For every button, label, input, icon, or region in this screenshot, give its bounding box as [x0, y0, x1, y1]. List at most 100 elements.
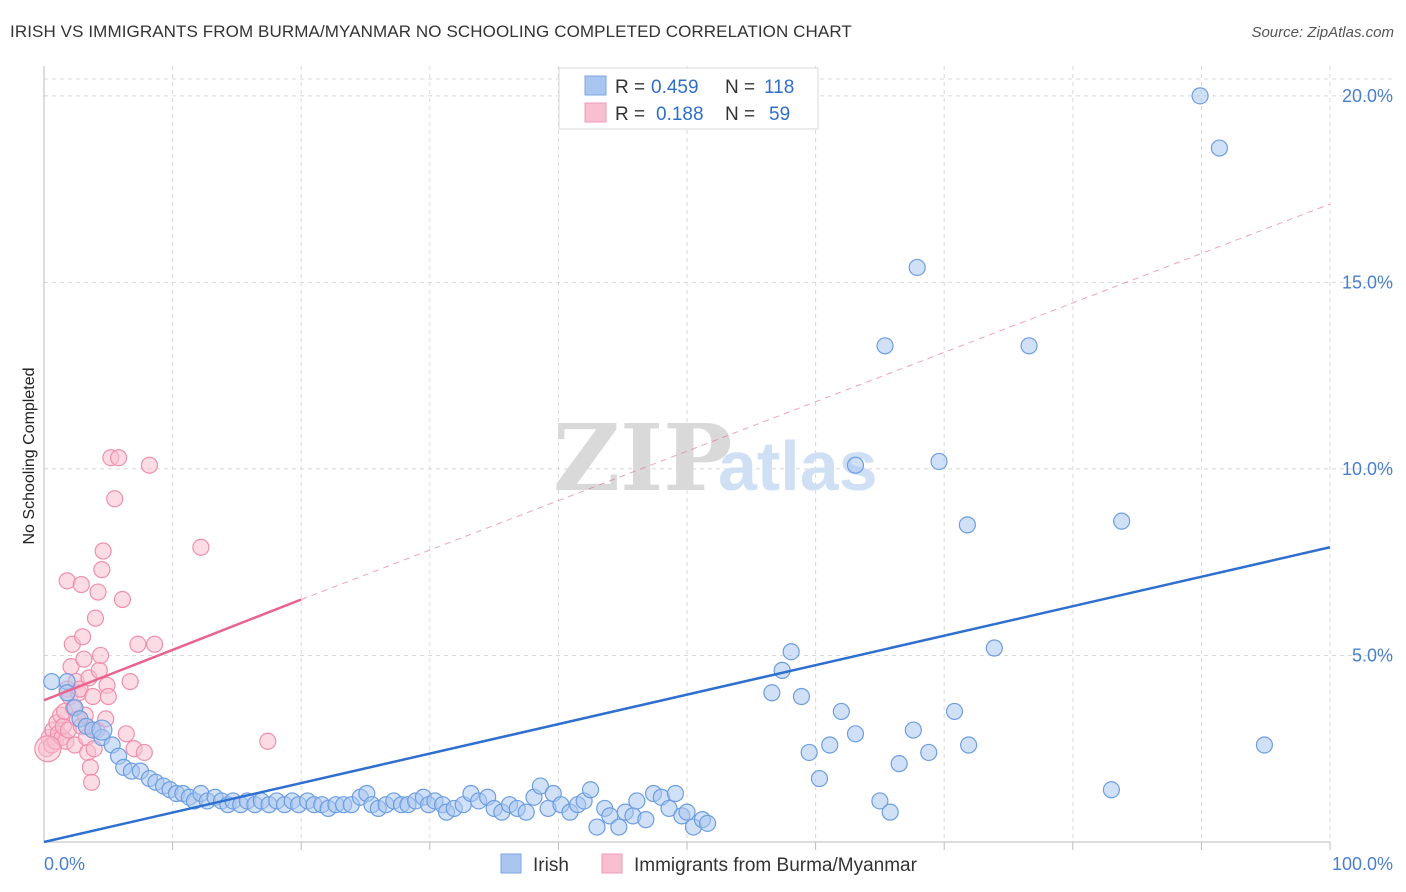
burma-point — [34, 735, 62, 763]
burma-point — [117, 725, 135, 743]
legend-n-value-irish: 118 — [764, 77, 794, 98]
irish-point — [821, 736, 839, 754]
irish-point — [876, 337, 894, 355]
burma-point — [140, 456, 159, 474]
burma-point — [94, 542, 112, 560]
burma-point — [89, 583, 107, 601]
chart-title: IRISH VS IMMIGRANTS FROM BURMA/MYANMAR N… — [10, 22, 852, 41]
irish-point — [660, 799, 678, 818]
y-tick-label: 5.0% — [1352, 645, 1393, 665]
burma-point — [99, 687, 117, 706]
irish-point — [610, 818, 628, 836]
axes — [43, 66, 1331, 850]
x-tick-label-end: 100.0% — [1332, 854, 1393, 874]
irish-point — [930, 452, 948, 471]
irish-point — [1210, 139, 1229, 157]
burma-point — [121, 672, 139, 691]
bottom-legend: Irish Immigrants from Burma/Myanmar — [500, 853, 918, 876]
legend-r-value-irish: 0.459 — [651, 77, 699, 98]
trendlines — [43, 203, 1331, 844]
legend-swatch-burma — [584, 102, 607, 123]
irish-trendline — [43, 546, 1331, 844]
irish-point — [960, 736, 978, 754]
legend-n-label-burma: N = — [725, 104, 755, 125]
irish-point — [904, 721, 922, 739]
irish-point — [832, 702, 850, 721]
irish-point — [890, 755, 908, 773]
x-tick-label-start: 0.0% — [44, 854, 85, 874]
irish-point — [91, 719, 113, 741]
burma-point — [192, 538, 210, 556]
bottom-legend-swatch-burma — [601, 853, 623, 874]
irish-point — [871, 792, 889, 810]
irish-point — [666, 784, 685, 803]
irish-point — [1113, 512, 1131, 530]
y-tick-label: 20.0% — [1342, 86, 1393, 106]
irish-point — [581, 781, 600, 799]
burma-point — [84, 687, 102, 706]
irish-point — [985, 639, 1003, 657]
burma-point — [81, 758, 99, 776]
tick-labels: 5.0% 10.0% 15.0% 20.0% 0.0% 100.0% — [44, 86, 1393, 874]
irish-point — [588, 818, 606, 836]
burma-point — [91, 646, 110, 665]
irish-point — [678, 803, 696, 821]
watermark: ZIP atlas — [553, 404, 878, 512]
irish-point — [792, 687, 811, 706]
burma-point — [129, 635, 147, 653]
irish-point — [637, 811, 655, 829]
legend-swatch-irish — [584, 75, 607, 96]
irish-point — [846, 456, 865, 474]
irish-point — [945, 702, 964, 721]
irish-point — [782, 643, 800, 661]
irish-points — [43, 87, 1274, 836]
irish-point — [517, 803, 535, 821]
legend-n-value-burma: 59 — [769, 104, 790, 125]
y-axis-label: No Schooling Completed — [21, 368, 38, 545]
burma-trendline-extension — [301, 203, 1331, 600]
burma-points — [34, 449, 277, 791]
burma-point — [259, 732, 277, 750]
irish-point — [698, 814, 717, 832]
irish-point — [846, 725, 865, 743]
burma-point — [106, 490, 124, 508]
burma-point — [113, 590, 132, 609]
irish-point — [1102, 781, 1120, 799]
burma-point — [145, 635, 164, 653]
burma-trendline — [43, 598, 302, 702]
irish-point — [810, 769, 829, 788]
burma-point — [109, 449, 128, 467]
burma-point — [93, 561, 111, 579]
legend-n-label-irish: N = — [725, 77, 755, 98]
legend-r-label-irish: R = — [615, 77, 645, 98]
legend: R = 0.459 N = 118 R = 0.188 N = 59 — [558, 67, 819, 130]
y-tick-label: 15.0% — [1342, 272, 1393, 292]
watermark-zip: ZIP — [553, 404, 732, 512]
irish-point — [908, 258, 926, 277]
irish-point — [1020, 337, 1038, 355]
legend-r-label-burma: R = — [615, 104, 645, 125]
bottom-legend-swatch-irish — [500, 853, 522, 874]
irish-point — [1191, 87, 1209, 105]
bottom-legend-burma: Immigrants from Burma/Myanmar — [634, 855, 918, 876]
burma-point — [135, 743, 153, 762]
burma-point — [86, 609, 105, 627]
source-label: Source: ZipAtlas.com — [1251, 24, 1394, 41]
irish-point — [763, 684, 781, 702]
burma-point — [58, 572, 76, 590]
irish-point — [1255, 736, 1274, 754]
burma-point — [72, 575, 90, 594]
irish-point — [958, 516, 976, 534]
irish-point — [43, 672, 61, 691]
irish-point — [881, 803, 899, 821]
irish-point — [920, 743, 938, 762]
irish-point — [800, 743, 818, 762]
irish-point — [628, 792, 646, 810]
burma-point — [82, 773, 101, 791]
legend-r-value-burma: 0.188 — [656, 104, 704, 125]
burma-point — [73, 628, 92, 646]
bottom-legend-irish: Irish — [533, 855, 569, 876]
burma-point — [75, 650, 93, 668]
y-tick-label: 10.0% — [1342, 459, 1393, 479]
